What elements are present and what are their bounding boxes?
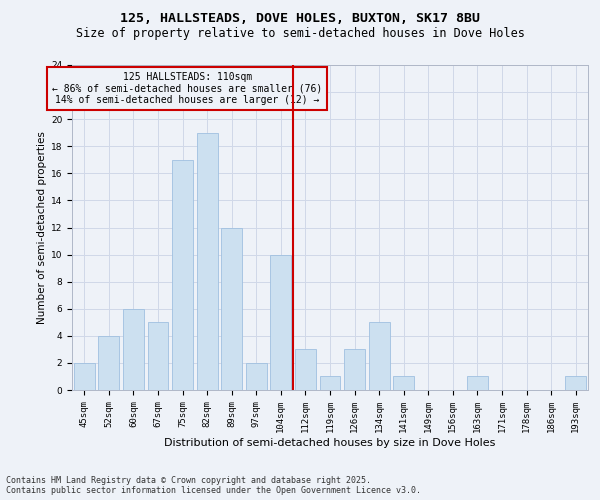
- Bar: [172, 160, 193, 390]
- X-axis label: Distribution of semi-detached houses by size in Dove Holes: Distribution of semi-detached houses by …: [164, 438, 496, 448]
- Y-axis label: Number of semi-detached properties: Number of semi-detached properties: [37, 131, 47, 324]
- Bar: [368, 322, 389, 390]
- Bar: [393, 376, 414, 390]
- Bar: [295, 350, 316, 390]
- Bar: [271, 254, 292, 390]
- Bar: [246, 363, 267, 390]
- Bar: [221, 228, 242, 390]
- Text: Contains HM Land Registry data © Crown copyright and database right 2025.
Contai: Contains HM Land Registry data © Crown c…: [6, 476, 421, 495]
- Bar: [467, 376, 488, 390]
- Bar: [123, 308, 144, 390]
- Text: 125, HALLSTEADS, DOVE HOLES, BUXTON, SK17 8BU: 125, HALLSTEADS, DOVE HOLES, BUXTON, SK1…: [120, 12, 480, 26]
- Text: Size of property relative to semi-detached houses in Dove Holes: Size of property relative to semi-detach…: [76, 28, 524, 40]
- Bar: [148, 322, 169, 390]
- Bar: [98, 336, 119, 390]
- Bar: [320, 376, 340, 390]
- Bar: [565, 376, 586, 390]
- Bar: [74, 363, 95, 390]
- Bar: [197, 132, 218, 390]
- Bar: [344, 350, 365, 390]
- Text: 125 HALLSTEADS: 110sqm
← 86% of semi-detached houses are smaller (76)
14% of sem: 125 HALLSTEADS: 110sqm ← 86% of semi-det…: [52, 72, 323, 105]
